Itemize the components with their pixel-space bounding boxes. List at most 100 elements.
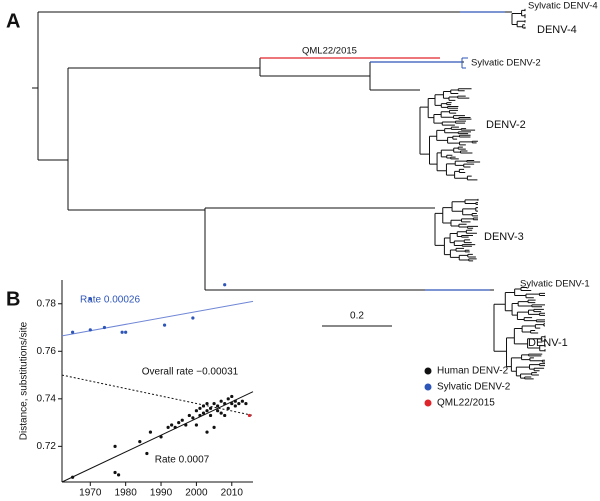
x-tick-label: 1970: [79, 488, 102, 499]
tree-branch: [535, 319, 545, 323]
tree-branch: [458, 134, 471, 138]
tree-branch: [462, 208, 476, 216]
panel-label: B: [6, 288, 20, 310]
tree-branch: [461, 234, 473, 238]
tree-branch: [442, 91, 451, 99]
tree-branch: [527, 338, 542, 349]
point: [219, 399, 223, 403]
tree-branch: [453, 147, 461, 153]
tree-branch: [32, 11, 460, 291]
tree-branch: [457, 146, 466, 150]
tree-branch: [447, 105, 459, 109]
annotation: Rate 0.0007: [155, 455, 210, 466]
point: [223, 401, 227, 406]
tree-branch: [534, 324, 544, 329]
tree-branch: [440, 111, 454, 118]
tree-branch: [520, 286, 532, 291]
tree-branch: [475, 202, 478, 205]
point: [247, 413, 252, 418]
y-tick-label: 0.76: [37, 346, 57, 357]
tree-branch: [466, 159, 481, 163]
legend-label: Human DENV-2: [437, 366, 509, 377]
tree-branch: [511, 12, 522, 25]
point: [198, 406, 202, 410]
tree-branch: [516, 20, 525, 28]
x-tick-label: 1990: [150, 488, 173, 499]
tree-label: DENV-4: [537, 24, 577, 36]
tree-branch: [440, 149, 454, 158]
point: [71, 330, 75, 334]
point: [201, 404, 206, 408]
point: [216, 404, 220, 408]
tree-branch: [506, 337, 515, 368]
point: [113, 444, 117, 448]
tree-branch: [543, 323, 545, 327]
point: [113, 470, 117, 475]
tree-branch: [530, 329, 539, 334]
fit-line: [61, 391, 254, 483]
tree-branch: [458, 168, 466, 174]
y-tick-label: 0.78: [37, 298, 57, 309]
tree-branch: [529, 364, 540, 370]
point: [208, 413, 213, 418]
point: [205, 409, 209, 413]
tree-branch: [521, 354, 530, 361]
phylogenetic-tree: Sylvatic DENV-4 DENV-4 QML22/2015 Sylvat…: [32, 1, 598, 380]
point: [124, 330, 128, 334]
tree-branch: [450, 156, 459, 160]
tree-branch: [460, 150, 473, 154]
tree-branch: [521, 9, 525, 17]
point: [198, 413, 202, 418]
point: [223, 413, 227, 418]
tree-branch: [541, 359, 545, 363]
tree-label: QML22/2015: [302, 46, 357, 57]
tree-branch: [453, 115, 465, 119]
tree-branch: [463, 163, 475, 168]
tree-branch: [457, 95, 470, 99]
tree-branch: [511, 302, 519, 316]
point: [170, 423, 174, 427]
tree-branch: [467, 253, 476, 258]
tree-label: Sylvatic DENV-2: [471, 58, 541, 69]
tree-branch: [454, 160, 467, 166]
tree-branch: [493, 303, 507, 352]
point: [205, 430, 209, 434]
tree-branch: [433, 114, 443, 124]
point: [159, 435, 163, 439]
tree-branch: [464, 199, 478, 205]
point: [240, 399, 244, 403]
tree-branch: [455, 247, 466, 252]
tree-branch: [419, 106, 430, 155]
tree-branch: [458, 254, 469, 261]
tree-branch: [517, 301, 532, 307]
tree-branch: [510, 357, 522, 372]
legend-marker: [424, 399, 432, 407]
tree-branch: [539, 363, 545, 367]
tree-branch: [475, 207, 478, 212]
point: [191, 316, 195, 320]
tree-branch: [449, 249, 460, 258]
tree-branch: [460, 128, 476, 131]
tree-branch: [538, 292, 545, 297]
panel-label: A: [6, 10, 20, 32]
tree-branch: [429, 135, 438, 165]
tree-branch: [450, 89, 459, 95]
point: [191, 416, 195, 420]
tree-branch: [464, 249, 470, 253]
point: [205, 401, 209, 406]
tree-branch: [504, 292, 515, 312]
tree-branch: [461, 57, 468, 69]
tree-branch: [458, 223, 468, 228]
tree-branch: [513, 328, 528, 345]
tree-label: DENV-3: [484, 231, 524, 243]
tree-branch: [453, 240, 465, 246]
tree-branch: [458, 117, 472, 120]
tree-branch: [444, 128, 459, 134]
point: [201, 411, 206, 415]
tree-branch: [524, 376, 534, 380]
point: [244, 401, 248, 406]
tree-branch: [472, 217, 478, 221]
point: [88, 297, 92, 301]
tree-branch: [442, 207, 453, 224]
tree-label: DENV-1: [528, 337, 568, 349]
